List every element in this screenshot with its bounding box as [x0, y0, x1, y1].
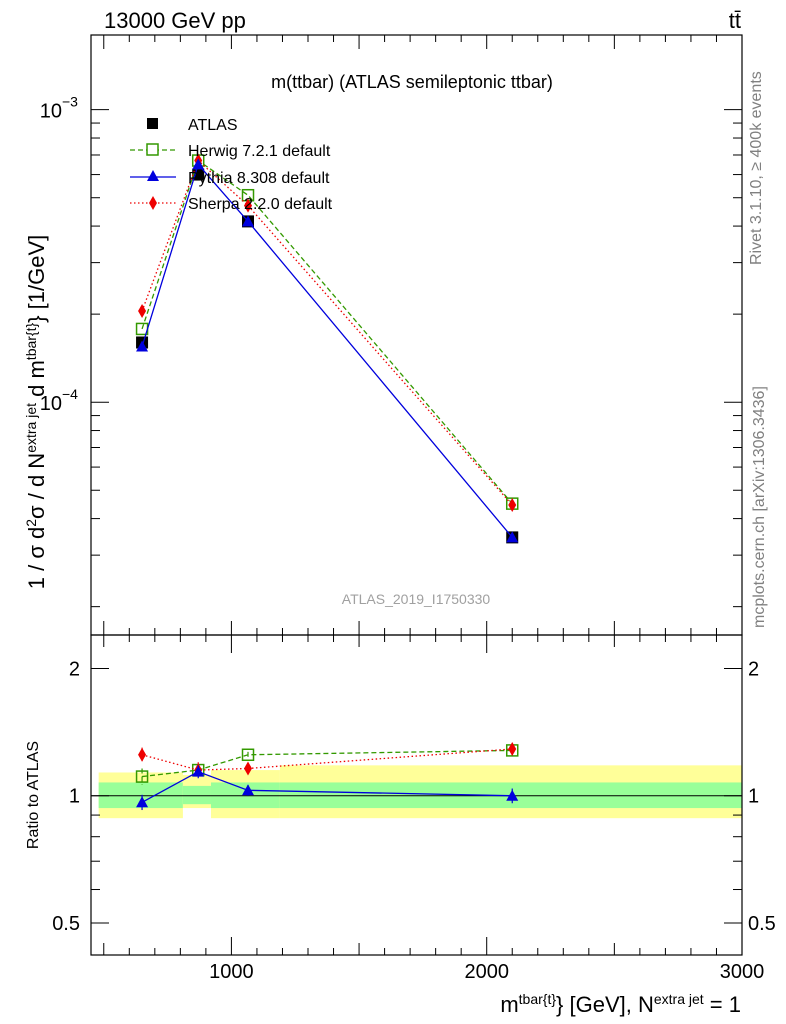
legend-label-pythia: Pythia 8.308 default	[188, 170, 330, 187]
x-axis-label: mtbar{t}} [GeV], Nextra jet = 1	[500, 991, 741, 1017]
legend-label-herwig: Herwig 7.2.1 default	[188, 143, 331, 160]
main-y-tick-exponent-2: −3	[62, 94, 78, 110]
ratio-y-tick-label-right-1: 0.5	[748, 913, 776, 935]
ratio-point-pythia-4	[506, 789, 519, 801]
ratio-series-sherpa	[138, 741, 517, 779]
ratio-line-herwig	[141, 749, 513, 778]
ratio-plot-frame	[90, 634, 743, 956]
process-label: tt̄	[729, 8, 741, 33]
legend-marker-herwig	[146, 143, 159, 156]
ratio-y-tick-label-left-1: 0.5	[52, 913, 80, 935]
legend: ATLAS Herwig 7.2.1 default Pythia 8.308 …	[130, 117, 333, 213]
ratio-point-sherpa-3	[244, 761, 253, 776]
legend-label-sherpa: Sherpa 2.2.0 default	[188, 196, 333, 213]
series-atlas	[136, 168, 519, 544]
series-line-herwig	[141, 159, 513, 505]
legend-label-atlas: ATLAS	[188, 117, 238, 134]
point-pythia-3	[242, 215, 255, 227]
ratio-panel: 0.5 0.5 1 1 2 2 1000 2000 3000 Ratio to ATLAS m…	[25, 634, 776, 1017]
legend-marker-pythia	[147, 170, 159, 181]
main-panel: m(ttbar) (ATLAS semileptonic ttbar) ATLA…	[23, 34, 743, 636]
point-sherpa-4	[508, 498, 517, 513]
point-sherpa-1	[138, 303, 147, 318]
series-line-pythia	[141, 163, 513, 538]
ratio-y-tick-label-right-2: 1	[748, 786, 759, 808]
watermark: ATLAS_2019_I1750330	[342, 591, 491, 607]
ratio-point-pythia-1	[136, 796, 149, 808]
legend-marker-atlas	[147, 118, 158, 129]
ratio-series-pythia	[136, 765, 519, 811]
x-tick-label-2: 2000	[464, 961, 509, 983]
point-pythia-1	[136, 340, 149, 352]
ratio-point-herwig-3	[241, 748, 255, 762]
ratio-y-tick-label-left-3: 2	[69, 658, 80, 680]
mcplots-label: mcplots.cern.ch [arXiv:1306.3436]	[751, 386, 768, 628]
point-pythia-4	[506, 531, 519, 543]
point-pythia-2	[192, 158, 205, 170]
energy-label: 13000 GeV pp	[104, 8, 246, 33]
main-y-tick-label-2: 10	[40, 101, 62, 123]
rivet-label: Rivet 3.1.10, ≥ 400k events	[748, 71, 765, 265]
series-pythia	[136, 158, 519, 543]
uncertainty-band-inner-2	[182, 785, 211, 805]
ratio-line-pythia	[141, 770, 513, 803]
ratio-point-sherpa-1	[138, 747, 147, 762]
x-tick-label-1: 1000	[209, 961, 254, 983]
main-y-tick-label-1: 10	[40, 393, 62, 415]
legend-item-atlas: ATLAS	[147, 117, 238, 134]
series-line-sherpa	[141, 159, 513, 506]
ratio-y-tick-label-left-2: 1	[69, 786, 80, 808]
ratio-line-sherpa	[141, 748, 513, 771]
ratio-point-sherpa-4	[508, 741, 517, 756]
legend-marker-sherpa	[149, 196, 157, 210]
main-y-tick-exponent-1: −4	[62, 386, 78, 402]
ratio-y-axis-label: Ratio to ATLAS	[25, 741, 42, 849]
main-title: m(ttbar) (ATLAS semileptonic ttbar)	[271, 72, 553, 92]
ratio-point-herwig-1	[135, 770, 149, 783]
ratio-point-pythia-2	[192, 765, 205, 777]
ratio-point-pythia-3	[242, 784, 255, 796]
legend-item-pythia: Pythia 8.308 default	[130, 170, 330, 187]
legend-item-herwig: Herwig 7.2.1 default	[130, 143, 331, 160]
point-atlas-2	[192, 168, 205, 181]
ratio-y-tick-label-right-3: 2	[748, 658, 759, 680]
point-sherpa-3	[244, 198, 253, 213]
x-tick-label-3: 3000	[720, 961, 765, 983]
legend-item-sherpa: Sherpa 2.2.0 default	[130, 196, 333, 213]
